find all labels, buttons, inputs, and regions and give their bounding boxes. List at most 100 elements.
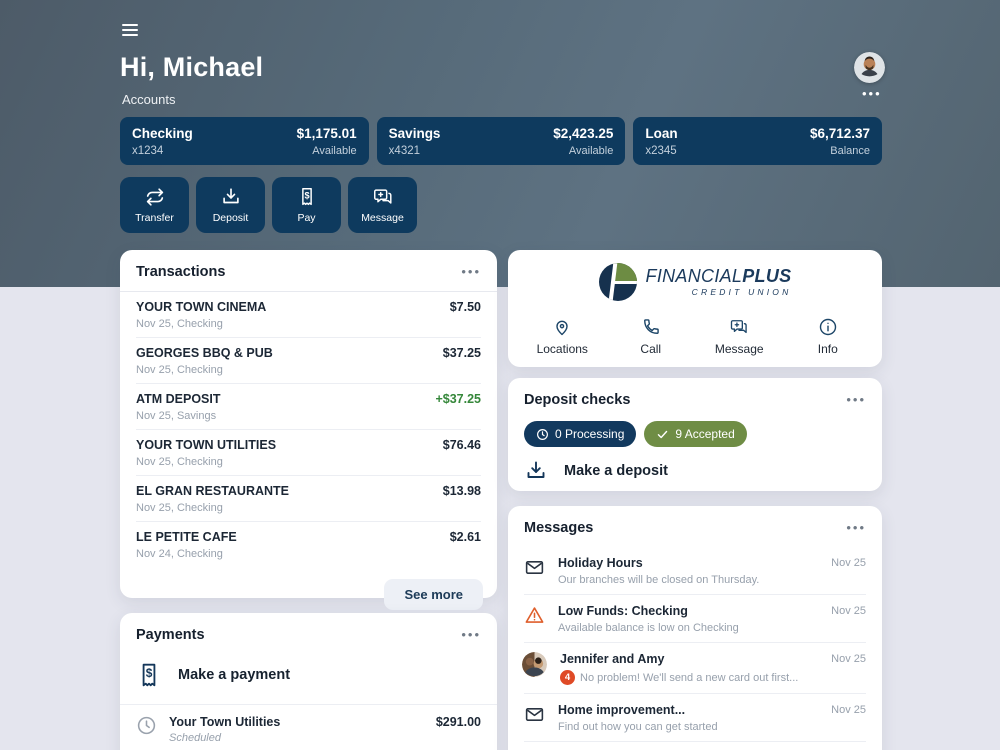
account-cards-row: Checking x1234 $1,175.01 Available Savin… (120, 117, 883, 165)
transfer-button[interactable]: Transfer (120, 177, 189, 233)
message-plus-icon (731, 320, 747, 334)
accepted-label: 9 Accepted (675, 427, 735, 441)
deposit-checks-card: Deposit checks ••• 0 Processing 9 Accept… (508, 378, 882, 491)
bank-contact-card: FINANCIALPLUS CREDIT UNION Locations Cal… (508, 250, 882, 367)
transaction-detail: Nov 25, Savings (136, 410, 217, 422)
payment-receipt-icon: $ (142, 663, 156, 687)
transaction-name: YOUR TOWN UTILITIES (136, 438, 277, 452)
transactions-more-icon[interactable]: ••• (461, 264, 481, 279)
svg-text:$: $ (304, 190, 309, 200)
make-payment-label: Make a payment (178, 667, 291, 683)
account-number: x1234 (132, 145, 164, 157)
warning-icon (525, 607, 544, 623)
see-more-button[interactable]: See more (384, 579, 483, 610)
info-link[interactable]: Info (784, 317, 873, 356)
action-label: Deposit (212, 212, 249, 224)
account-card-loan[interactable]: Loan x2345 $6,712.37 Balance (633, 117, 883, 165)
transaction-row[interactable]: GEORGES BBQ & PUB Nov 25, Checking $37.2… (136, 338, 481, 384)
transaction-row[interactable]: LE PETITE CAFE Nov 24, Checking $2.61 (136, 522, 481, 567)
message-date: Nov 25 (831, 605, 866, 617)
pay-button[interactable]: $ Pay (272, 177, 341, 233)
account-name: Checking (132, 126, 193, 141)
transaction-name: ATM DEPOSIT (136, 392, 221, 406)
call-link[interactable]: Call (607, 317, 696, 356)
transaction-detail: Nov 25, Checking (136, 364, 223, 376)
messages-card: Messages ••• Holiday Hours Our branches … (508, 506, 882, 750)
message-preview: Find out how you can get started (558, 721, 718, 733)
account-name: Loan (645, 126, 678, 141)
message-button[interactable]: Message (348, 177, 417, 233)
location-pin-icon (556, 320, 568, 336)
processing-pill[interactable]: 0 Processing (524, 421, 637, 447)
message-date: Nov 25 (831, 557, 866, 569)
account-amount: $6,712.37 (809, 126, 871, 141)
account-card-savings[interactable]: Savings x4321 $2,423.25 Available (376, 117, 626, 165)
bank-logo: FINANCIALPLUS CREDIT UNION (508, 250, 882, 301)
message-preview: Available balance is low on Checking (558, 622, 739, 634)
mail-icon (525, 561, 544, 574)
payment-name: Your Town Utilities (169, 715, 281, 729)
account-amount-label: Balance (830, 145, 871, 157)
action-label: Pay (297, 212, 316, 224)
locations-link[interactable]: Locations (518, 317, 607, 356)
transaction-name: YOUR TOWN CINEMA (136, 300, 267, 314)
brand-tagline: CREDIT UNION (691, 287, 792, 298)
processing-label: 0 Processing (555, 427, 625, 441)
message-row[interactable]: Low Funds: Checking Available balance is… (524, 595, 866, 643)
transactions-card: Transactions ••• YOUR TOWN CINEMA Nov 25… (120, 250, 497, 610)
account-card-checking[interactable]: Checking x1234 $1,175.01 Available (120, 117, 369, 165)
message-date: Nov 25 (831, 653, 866, 665)
message-plus-icon (373, 189, 392, 204)
transaction-row[interactable]: YOUR TOWN UTILITIES Nov 25, Checking $76… (136, 430, 481, 476)
messages-more-icon[interactable]: ••• (846, 520, 866, 535)
conversation-avatar (522, 652, 547, 677)
make-payment-button[interactable]: $ Make a payment (120, 654, 497, 705)
message-row[interactable]: Jennifer and Amy 4 No problem! We'll send… (522, 643, 866, 694)
payments-title: Payments (136, 627, 205, 643)
mail-icon (525, 708, 544, 721)
message-row[interactable]: Deposit to Savings A depost was made to … (524, 742, 866, 750)
link-label: Message (714, 342, 764, 356)
deposit-checks-title: Deposit checks (524, 392, 631, 408)
accounts-more-icon[interactable]: ••• (862, 86, 882, 101)
transaction-row[interactable]: YOUR TOWN CINEMA Nov 25, Checking $7.50 (136, 292, 481, 338)
bank-quick-links: Locations Call Message Info (508, 301, 882, 356)
transaction-detail: Nov 24, Checking (136, 548, 223, 560)
transaction-row[interactable]: EL GRAN RESTAURANTE Nov 25, Checking $13… (136, 476, 481, 522)
transaction-row[interactable]: ATM DEPOSIT Nov 25, Savings +$37.25 (136, 384, 481, 430)
transaction-amount: $13.98 (442, 484, 481, 498)
clock-icon (537, 428, 548, 440)
transfer-icon (146, 188, 163, 206)
message-preview: Our branches will be closed on Thursday. (558, 574, 760, 586)
payment-row[interactable]: Your Town Utilities Scheduled $291.00 (136, 705, 481, 750)
transaction-detail: Nov 25, Checking (136, 502, 223, 514)
message-title: Low Funds: Checking (558, 604, 688, 618)
account-name: Savings (388, 126, 441, 141)
check-icon (658, 430, 668, 438)
transaction-name: GEORGES BBQ & PUB (136, 346, 273, 360)
deposit-checks-more-icon[interactable]: ••• (846, 392, 866, 407)
transaction-amount: $2.61 (449, 530, 481, 544)
payment-status: Scheduled (169, 732, 221, 744)
account-amount: $1,175.01 (296, 126, 357, 141)
transaction-amount: $37.25 (442, 346, 481, 360)
transactions-title: Transactions (136, 264, 226, 280)
accounts-section-label: Accounts (122, 92, 176, 107)
make-deposit-button[interactable]: Make a deposit (508, 447, 882, 483)
message-title: Jennifer and Amy (560, 652, 665, 666)
brand-name: FINANCIAL (645, 266, 743, 287)
message-row[interactable]: Holiday Hours Our branches will be close… (524, 547, 866, 595)
message-date: Nov 25 (831, 704, 866, 716)
account-amount: $2,423.25 (553, 126, 614, 141)
profile-avatar[interactable] (854, 52, 885, 83)
action-label: Transfer (135, 212, 174, 224)
message-link[interactable]: Message (695, 317, 784, 356)
payments-more-icon[interactable]: ••• (461, 627, 481, 642)
message-row[interactable]: Home improvement... Find out how you can… (524, 694, 866, 742)
deposit-button[interactable]: Deposit (196, 177, 265, 233)
message-title: Holiday Hours (558, 556, 643, 570)
accepted-pill[interactable]: 9 Accepted (644, 421, 747, 447)
menu-icon[interactable] (122, 24, 138, 37)
messages-title: Messages (524, 520, 594, 536)
